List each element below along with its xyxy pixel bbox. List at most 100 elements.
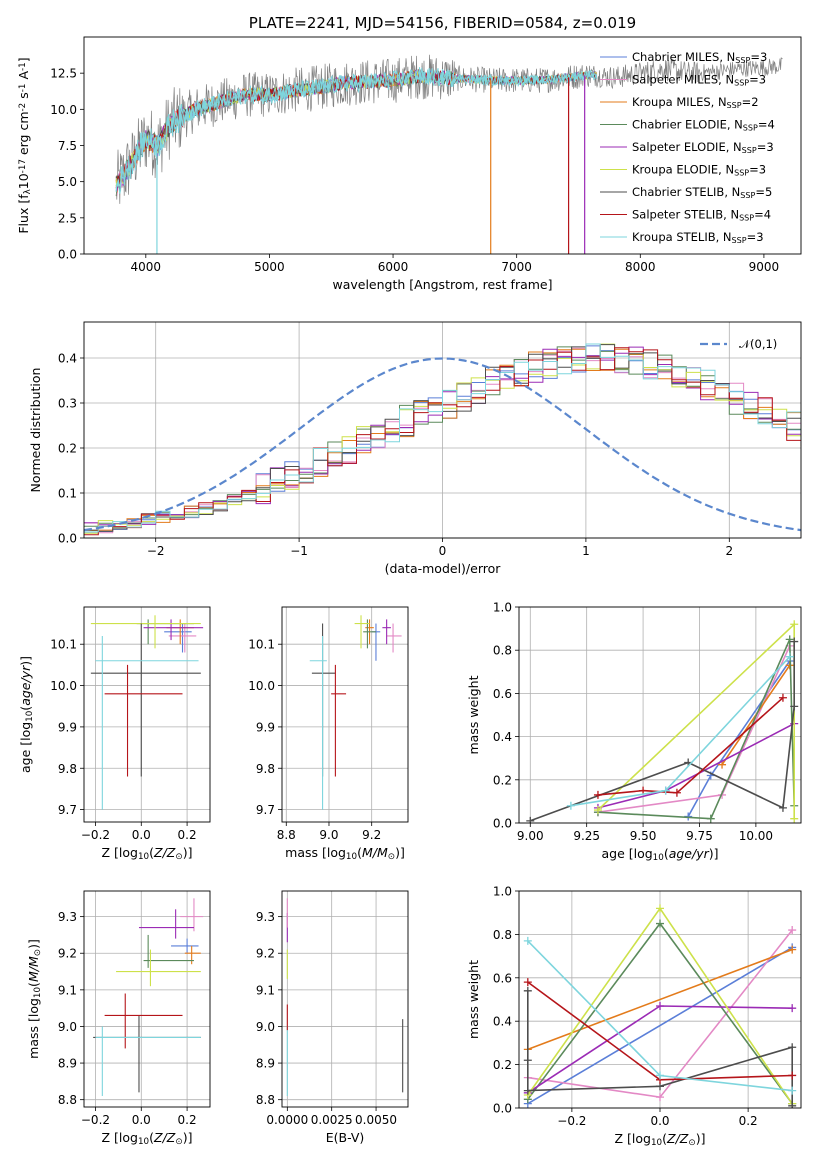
axes-frame [281,890,409,1108]
y-tick-label: 8.9 [58,1057,77,1071]
y-tick-label: 9.0 [256,1020,275,1034]
mass-weight-marker [656,904,664,913]
plot-area [286,898,404,1097]
y-tick-label: 9.3 [256,910,275,924]
y-axis-label: mass [log10(M/M⊙)] [26,939,43,1059]
y-tick-label: 12.5 [50,67,77,81]
errorbar-point-chabrier-miles [371,623,381,661]
x-tick-label: 0.0 [132,1113,151,1127]
x-axis-label: age [log10(age/yr)] [601,846,718,863]
y-tick-label: 8.8 [58,1093,77,1107]
errorbar-point-salpeter-stelib [104,664,183,777]
panel-spectrum: 4000 5000 6000 7000 8000 9000 0.0 2.5 5.0 7.5 10.0… [16,14,802,292]
x-tick-label: 4000 [131,260,162,274]
y-tick-label: 8.8 [256,1093,275,1107]
legend-label-kroupa-elodie: Kroupa ELODIE, NSSP=3 [632,163,766,178]
errorbar-point-kroupa-stelib [95,1026,201,1097]
y-tick-label: 9.0 [58,1020,77,1034]
legend-label-chabrier-elodie: Chabrier ELODIE, NSSP=4 [632,118,775,133]
model-spectrum-salpeter-stelib [115,69,598,189]
x-tick-label: 7000 [501,260,532,274]
legend-label-salpeter-elodie: Salpeter ELODIE, NSSP=3 [632,140,774,155]
mass-weight-line-salpeter-miles [597,645,791,813]
errorbar-point-kroupa-stelib [95,635,199,810]
x-tick-label: 1 [582,544,590,558]
errorbar-point-salpeter-miles [386,623,402,653]
x-tick-label: 0.0 [650,1114,669,1128]
y-tick-label: 10.0 [50,679,77,693]
y-tick-label: 0.1 [58,487,77,501]
y-tick-label: 0.0 [58,532,77,546]
mass-weight-marker [523,986,532,995]
histogram-kroupa-stelib [84,343,801,533]
y-axis-label: age [log10(age/yr)] [18,656,35,773]
mass-weight-marker [523,936,532,945]
mass-weight-marker [788,1086,797,1095]
x-tick-label: 9.50 [630,829,657,843]
plot-area [309,615,402,810]
plot-area [115,54,783,254]
y-tick-label: 0.2 [493,1058,512,1072]
x-tick-label: 0.0025 [311,1113,353,1127]
mass-weight-marker [788,1004,797,1013]
x-tick-label: −2 [147,544,165,558]
y-axis-label: Flux [fλ10-17 erg cm-2 s-1 A-1] [16,57,33,233]
x-tick-label: 0.2 [739,1114,758,1128]
mass-weight-marker [523,1056,532,1065]
y-tick-label: 9.1 [256,983,275,997]
x-tick-label: 10.00 [739,829,773,843]
mass-weight-marker [790,702,799,711]
mass-weight-marker [656,1002,664,1011]
y-tick-label: 0.4 [58,352,77,366]
mass-weight-marker [790,637,799,646]
y-tick-label: 5.0 [58,175,77,189]
y-tick-label: 0.0 [493,817,512,831]
legend-label-normal: 𝒩(0,1) [739,337,777,351]
histogram-salpeter-miles [84,347,801,534]
mass-weight-marker [788,926,797,935]
errorbar-point-kroupa-stelib [309,635,327,810]
mass-weight-marker [672,788,681,797]
y-tick-label: 0.8 [493,644,512,658]
errorbar-point-chabrier-miles [164,623,192,653]
x-axis-label: (data-model)/error [385,561,502,576]
panel-mass-vs-metallicity: −0.2 0.0 0.2 8.8 8.9 9.0 9.1 9.2 9.3 Z [log10(Z/Z… [26,890,211,1147]
histogram-salpeter-stelib [84,347,801,536]
x-tick-label: 9.75 [686,829,713,843]
model-spectrum-chabrier-elodie [115,70,598,197]
y-tick-label: 0.4 [493,730,512,744]
errorbar-point-salpeter-elodie [143,619,204,641]
y-tick-label: 10.1 [248,638,275,652]
x-tick-label: 0.2 [178,1113,197,1127]
chart-title: PLATE=2241, MJD=54156, FIBERID=0584, z=0… [249,14,636,32]
x-axis-label: mass [log10(M/M⊙)] [285,845,405,862]
y-tick-label: 0.0 [58,248,77,262]
y-tick-label: 9.8 [256,762,275,776]
plot-area [93,898,204,1097]
errorbar-point-kroupa-elodie [354,615,370,649]
mass-weight-marker [785,635,794,644]
x-tick-label: 0 [439,544,447,558]
errorbar-point-kroupa-elodie [90,615,201,649]
normal-curve-line [84,357,801,532]
y-axis-label: mass weight [466,960,481,1039]
histogram-kroupa-miles [84,348,801,531]
y-tick-label: 0.6 [493,971,512,985]
x-tick-label: −0.2 [557,1114,586,1128]
y-tick-label: 9.7 [58,803,77,817]
panel-mass-vs-extinction: 0.0000 0.0025 0.0050 8.8 8.9 9.0 9.1 9.2 9.3 E(B-… [256,890,409,1145]
mass-weight-marker [778,803,787,812]
errorbar-point-chabrier-stelib [311,623,336,777]
model-spectrum-kroupa-stelib [115,69,598,191]
errorbar-point-salpeter-elodie [138,909,194,939]
x-tick-label: 0.0000 [266,1113,308,1127]
y-tick-label: 7.5 [58,139,77,153]
legend-label-salpeter-stelib: Salpeter STELIB, NSSP=4 [632,208,771,223]
y-tick-label: 9.9 [256,720,275,734]
y-tick-label: 2.5 [58,211,77,225]
mass-weight-line-kroupa-elodie [597,622,795,819]
plot-area [90,615,204,810]
y-tick-label: 9.2 [58,947,77,961]
x-tick-label: 0.0050 [355,1113,397,1127]
mass-weight-marker [790,620,799,629]
